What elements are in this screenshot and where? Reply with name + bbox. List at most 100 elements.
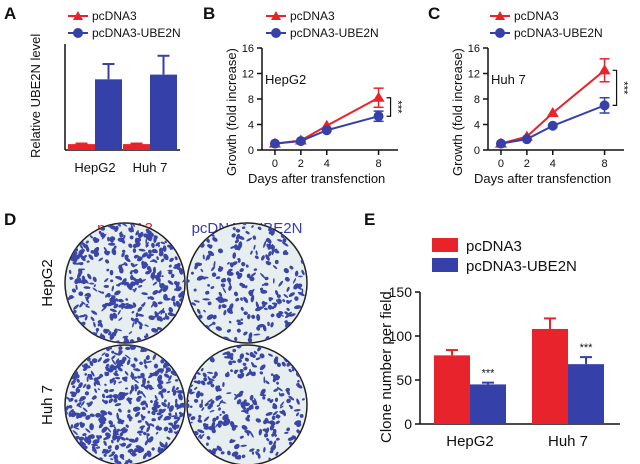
colony (275, 376, 279, 381)
b-series-line-1 (274, 115, 379, 145)
colony (189, 405, 193, 409)
colony (236, 345, 242, 349)
colony (197, 419, 203, 423)
colony (92, 276, 97, 283)
colony (112, 312, 118, 319)
colony (263, 447, 266, 453)
colony (175, 387, 180, 391)
colony (288, 395, 295, 401)
colony (122, 235, 126, 240)
colony (85, 439, 90, 444)
colony (93, 246, 100, 254)
c-ytick-label-4: 16 (468, 43, 480, 55)
colony (138, 285, 143, 288)
colony (140, 426, 144, 431)
colony (279, 393, 285, 397)
colony (140, 414, 144, 420)
colony (198, 417, 201, 421)
colony (121, 376, 128, 382)
colony (161, 275, 164, 278)
colony (113, 454, 119, 461)
colony (157, 326, 163, 331)
colony (212, 237, 218, 242)
colony (145, 270, 151, 275)
panel-a-plot: HepG2 Huh 7 (64, 44, 180, 175)
colony (161, 390, 164, 393)
colony (94, 388, 97, 393)
colony (75, 374, 80, 379)
colony (134, 437, 139, 443)
colony (294, 296, 299, 301)
colony (142, 261, 148, 267)
colony (234, 393, 237, 397)
colony (114, 290, 121, 296)
colony (179, 412, 185, 418)
colony (136, 430, 144, 434)
colony (249, 394, 254, 401)
c-ytick-label-2: 8 (474, 94, 480, 106)
colony (164, 297, 171, 301)
colony (150, 301, 156, 308)
colony (91, 310, 98, 315)
colony (158, 244, 161, 248)
b-ylabel: Growth (fold increase) (224, 48, 239, 176)
colony (152, 281, 158, 286)
colony (271, 415, 276, 421)
colony (263, 307, 268, 311)
colony (136, 368, 141, 371)
colony (246, 273, 251, 279)
colony (105, 395, 111, 399)
colony (137, 321, 143, 327)
colony (265, 380, 270, 385)
colony (249, 448, 255, 452)
colony (111, 355, 116, 360)
colony (175, 398, 178, 404)
colony (91, 358, 98, 364)
colony (254, 255, 259, 260)
colony (119, 233, 124, 238)
colony (133, 224, 135, 227)
colony (87, 401, 93, 407)
colony (108, 453, 115, 457)
colony (268, 261, 272, 265)
colony (113, 398, 118, 403)
colony (161, 367, 164, 374)
colony (220, 298, 229, 302)
colony (114, 403, 122, 407)
colony (198, 314, 203, 319)
colony (133, 264, 138, 267)
colony (155, 275, 161, 283)
b-ytick-label-0: 0 (248, 145, 254, 157)
colony (203, 377, 208, 382)
colony (141, 406, 146, 411)
colony (73, 426, 80, 430)
b-legend: pcDNA3 pcDNA3-UBE2N (266, 9, 379, 40)
colony (131, 310, 135, 314)
colony (117, 461, 122, 464)
colony (233, 291, 239, 297)
colony (163, 253, 169, 261)
colony (106, 292, 111, 298)
colony (270, 444, 277, 452)
colony (237, 235, 245, 240)
colony (125, 462, 129, 464)
colony (72, 410, 76, 414)
colony (207, 301, 212, 306)
colony (260, 388, 266, 395)
colony (223, 309, 227, 316)
colony (79, 244, 84, 250)
colony (111, 451, 116, 455)
a-bar-1-1 (150, 74, 177, 150)
colony (250, 250, 253, 255)
colony (281, 361, 286, 367)
c-legend-marker-ctrl (495, 11, 505, 20)
colony (111, 250, 115, 256)
colony (113, 426, 116, 429)
colony (72, 385, 76, 389)
colony (288, 292, 295, 297)
colony (215, 297, 223, 302)
colony (235, 297, 240, 302)
colony (140, 400, 147, 406)
colony (126, 359, 131, 366)
colony (120, 263, 127, 266)
